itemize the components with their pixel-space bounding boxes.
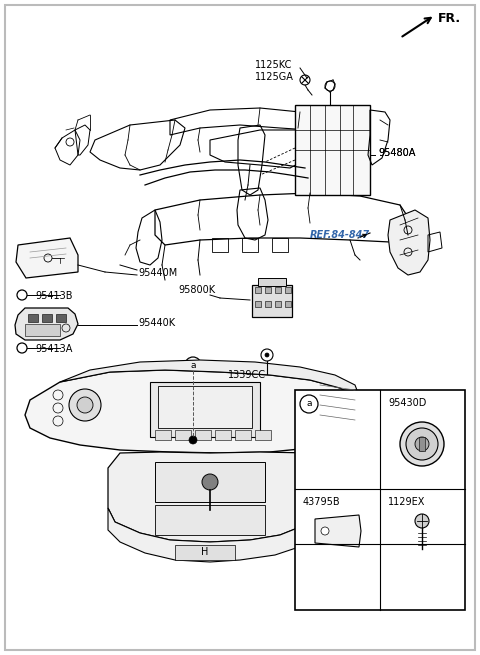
Bar — [158, 386, 252, 428]
Circle shape — [400, 422, 444, 466]
Text: FR.: FR. — [438, 12, 461, 25]
Circle shape — [265, 353, 269, 357]
Text: H: H — [201, 547, 209, 557]
Bar — [285, 287, 291, 293]
Bar — [150, 382, 260, 437]
Bar — [295, 105, 370, 195]
Bar — [215, 430, 231, 440]
Text: a: a — [306, 400, 312, 409]
Polygon shape — [15, 308, 78, 340]
Polygon shape — [388, 210, 430, 275]
Text: 95800K: 95800K — [178, 285, 215, 295]
Text: 43795B: 43795B — [303, 497, 341, 507]
Polygon shape — [60, 360, 360, 398]
Bar — [265, 301, 271, 307]
Bar — [255, 301, 261, 307]
Text: 95430D: 95430D — [388, 398, 426, 408]
Bar — [235, 430, 251, 440]
Bar — [255, 287, 261, 293]
Text: 95480A: 95480A — [378, 148, 415, 158]
Bar — [155, 430, 171, 440]
Polygon shape — [108, 508, 315, 562]
Circle shape — [406, 428, 438, 460]
Circle shape — [321, 527, 329, 535]
Text: 1129EX: 1129EX — [388, 497, 425, 507]
Bar — [285, 301, 291, 307]
Circle shape — [77, 397, 93, 413]
Bar — [28, 314, 38, 322]
Circle shape — [415, 514, 429, 528]
Bar — [265, 287, 271, 293]
Bar — [195, 430, 211, 440]
Text: 1125GA: 1125GA — [255, 72, 294, 82]
Polygon shape — [16, 238, 78, 278]
Circle shape — [415, 437, 429, 451]
Polygon shape — [25, 370, 365, 453]
Polygon shape — [108, 452, 315, 542]
Text: 95413B: 95413B — [35, 291, 72, 301]
Bar — [252, 285, 292, 317]
Bar — [175, 430, 191, 440]
Bar — [155, 462, 265, 502]
Circle shape — [202, 474, 218, 490]
Text: REF.84-847: REF.84-847 — [310, 230, 370, 240]
Circle shape — [189, 436, 197, 444]
Text: 95440M: 95440M — [138, 268, 177, 278]
Bar — [255, 430, 271, 440]
Text: 95480A: 95480A — [378, 148, 415, 158]
Text: 1339CC: 1339CC — [228, 370, 266, 380]
Bar — [258, 278, 286, 286]
Bar — [155, 505, 265, 535]
Polygon shape — [315, 515, 361, 547]
Bar — [419, 437, 425, 451]
Circle shape — [69, 389, 101, 421]
Bar — [275, 301, 281, 307]
Text: 1125KC: 1125KC — [255, 60, 292, 70]
Bar — [295, 390, 465, 610]
Bar — [56, 314, 66, 322]
Bar — [25, 324, 60, 336]
Text: 95440K: 95440K — [138, 318, 175, 328]
Bar — [175, 545, 235, 560]
Text: 95413A: 95413A — [35, 344, 72, 354]
Bar — [42, 314, 52, 322]
Bar — [275, 287, 281, 293]
Text: a: a — [190, 360, 196, 369]
